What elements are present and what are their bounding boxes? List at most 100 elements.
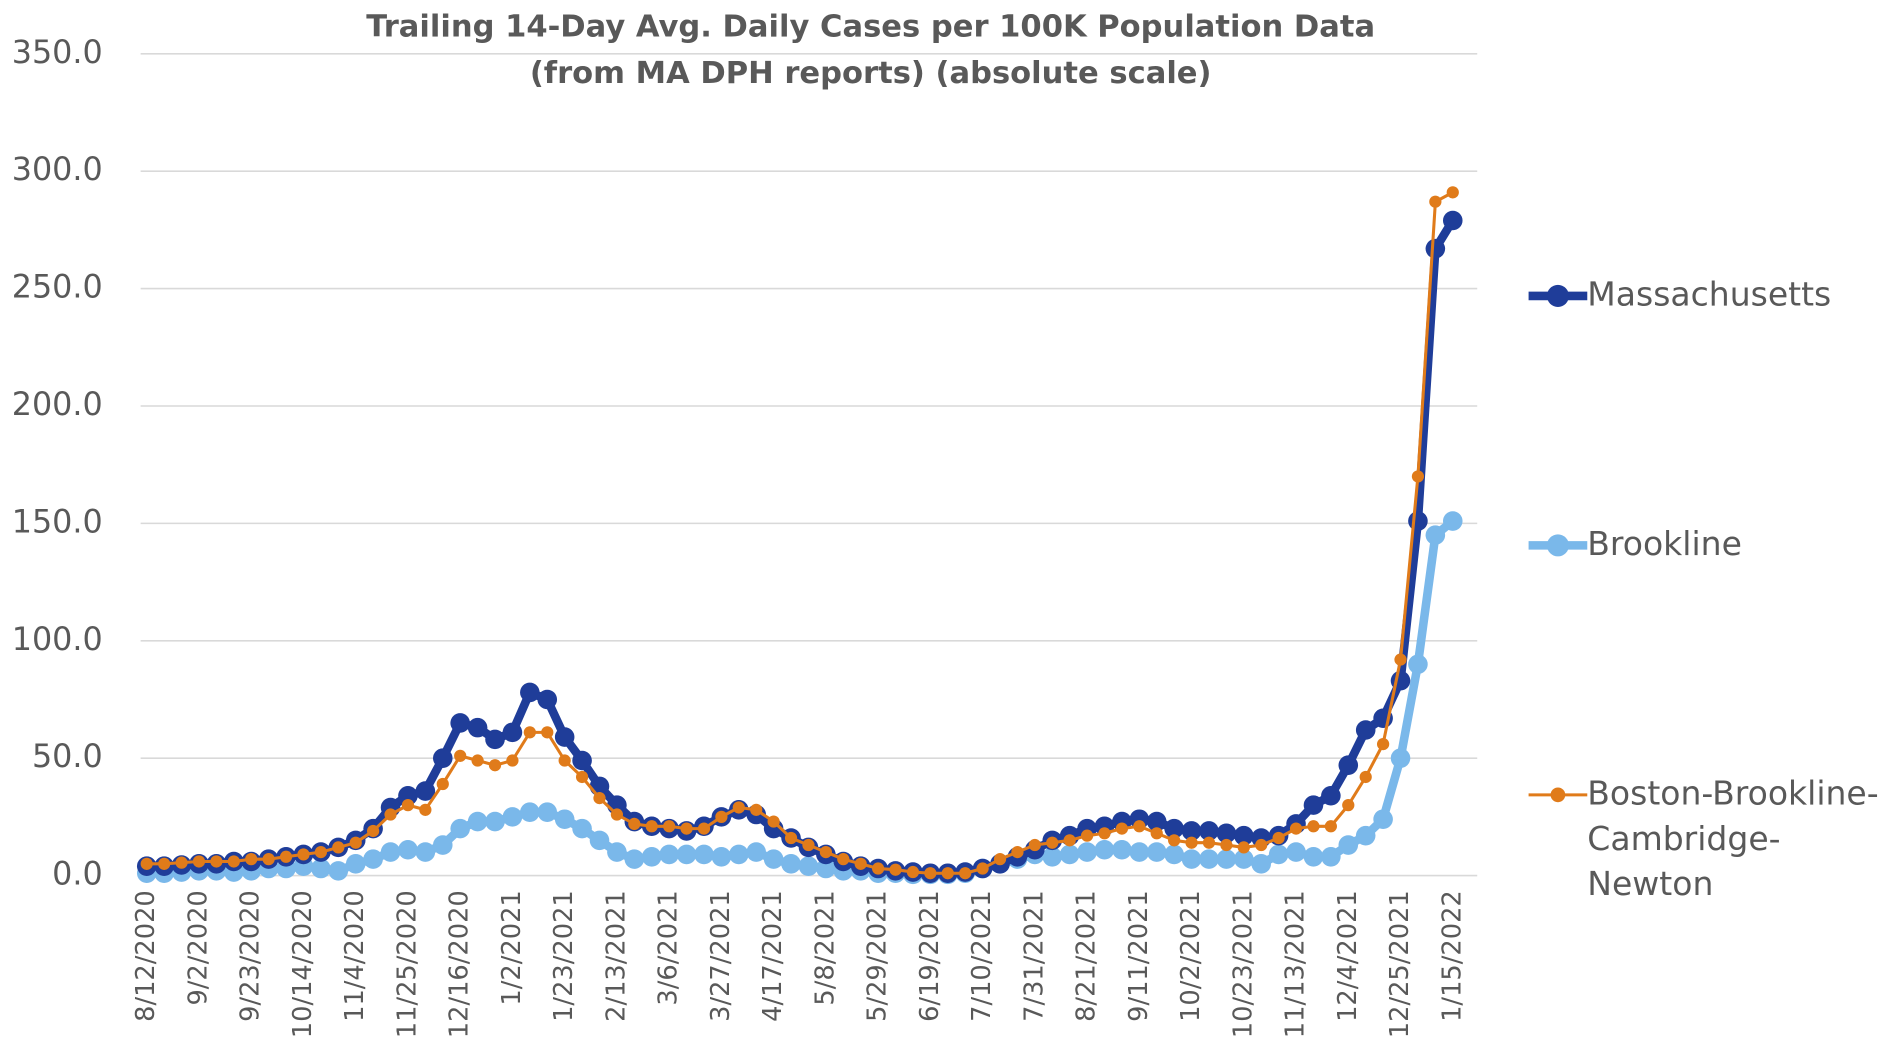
data-point xyxy=(729,844,749,865)
series xyxy=(136,210,1463,884)
data-point xyxy=(485,811,505,832)
data-point xyxy=(763,849,784,869)
y-tick-label: 100.0 xyxy=(12,621,103,658)
data-point xyxy=(367,824,380,838)
data-point xyxy=(1216,849,1237,869)
data-point xyxy=(1321,785,1341,806)
data-point xyxy=(1063,834,1076,847)
data-point xyxy=(1181,821,1202,841)
data-point xyxy=(450,713,470,733)
data-point xyxy=(1408,654,1428,675)
data-point xyxy=(694,844,714,865)
x-tick-label: 9/11/2021 xyxy=(1124,890,1154,1022)
data-point xyxy=(1376,737,1390,751)
series-line xyxy=(146,191,1454,875)
x-tick-label: 11/4/2020 xyxy=(340,890,370,1022)
x-tick-label: 7/31/2021 xyxy=(1019,890,1049,1022)
x-tick-label: 10/2/2021 xyxy=(1176,890,1206,1022)
x-tick-label: 6/19/2021 xyxy=(915,890,945,1022)
data-point xyxy=(140,857,153,870)
data-point xyxy=(1442,511,1463,531)
data-point xyxy=(1115,822,1129,835)
x-tick-label: 2/13/2021 xyxy=(601,890,631,1022)
data-point xyxy=(1112,839,1132,860)
data-point xyxy=(520,682,540,703)
data-point xyxy=(663,820,676,833)
data-point xyxy=(1268,844,1289,865)
data-point xyxy=(976,862,989,875)
data-point xyxy=(872,862,885,875)
chart-subtitle: (from MA DPH reports) (absolute scale) xyxy=(530,56,1212,91)
data-point xyxy=(454,749,467,762)
data-point xyxy=(711,847,732,867)
data-point xyxy=(1199,849,1219,869)
data-point xyxy=(227,855,240,868)
data-point xyxy=(1289,822,1303,835)
data-point xyxy=(659,844,679,865)
x-tick-label: 11/25/2020 xyxy=(392,890,422,1038)
x-tick-label: 10/23/2021 xyxy=(1228,890,1258,1038)
data-point xyxy=(572,818,592,839)
data-point xyxy=(1220,838,1233,852)
data-point xyxy=(363,849,383,869)
data-point xyxy=(1373,809,1393,830)
data-point xyxy=(1355,825,1376,846)
x-tick-label: 9/2/2020 xyxy=(183,890,213,1005)
data-point xyxy=(1046,836,1059,849)
data-point xyxy=(1216,823,1237,844)
data-point xyxy=(1181,849,1202,869)
data-point xyxy=(1342,799,1355,812)
data-point xyxy=(959,867,972,880)
data-point xyxy=(471,754,484,767)
data-point xyxy=(554,809,575,830)
y-tick-label: 150.0 xyxy=(12,503,103,540)
data-point xyxy=(262,853,275,866)
data-point xyxy=(1303,847,1324,867)
data-point xyxy=(628,817,641,831)
data-point xyxy=(1234,849,1254,869)
y-tick-label: 0.0 xyxy=(52,856,103,893)
data-point xyxy=(1411,470,1425,483)
x-tick-label: 12/4/2021 xyxy=(1333,890,1363,1022)
data-point xyxy=(993,853,1007,866)
data-point xyxy=(1303,795,1324,815)
data-point xyxy=(1164,844,1184,865)
data-point xyxy=(158,857,171,870)
data-point xyxy=(767,815,780,828)
data-point xyxy=(1237,841,1250,854)
legend-item: Brookline xyxy=(1587,526,1742,564)
data-point xyxy=(589,830,610,851)
series-line xyxy=(146,517,1456,879)
legend-marker xyxy=(1550,787,1566,803)
chart-title: Trailing 14-Day Avg. Daily Cases per 100… xyxy=(366,10,1375,45)
data-point xyxy=(1234,825,1254,846)
data-point xyxy=(314,845,327,859)
data-point xyxy=(1059,844,1080,865)
data-point xyxy=(175,856,188,869)
data-point xyxy=(432,748,453,768)
x-tick-label: 1/23/2021 xyxy=(549,890,579,1022)
x-tick-label: 8/12/2020 xyxy=(131,890,161,1022)
data-point xyxy=(575,770,589,784)
data-point xyxy=(279,850,293,863)
x-tick-label: 5/29/2021 xyxy=(863,890,893,1022)
data-point xyxy=(593,791,606,805)
legend-marker xyxy=(1546,534,1569,557)
data-point xyxy=(1307,820,1320,833)
y-tick-label: 300.0 xyxy=(12,151,103,188)
data-point xyxy=(1080,829,1094,842)
x-tick-label: 4/17/2021 xyxy=(758,890,788,1022)
data-point xyxy=(485,729,505,750)
data-point xyxy=(502,722,523,743)
data-point xyxy=(798,856,819,876)
data-point xyxy=(467,811,488,832)
data-point xyxy=(541,726,554,739)
x-tick-label: 7/10/2021 xyxy=(967,890,997,1022)
data-point xyxy=(1408,511,1428,531)
data-point xyxy=(715,810,728,823)
legend-label: Boston-Brookline-Cambridge-Newton xyxy=(1587,775,1879,904)
data-point xyxy=(802,838,815,852)
x-tick-label: 12/25/2021 xyxy=(1385,890,1415,1038)
data-point xyxy=(450,818,470,839)
